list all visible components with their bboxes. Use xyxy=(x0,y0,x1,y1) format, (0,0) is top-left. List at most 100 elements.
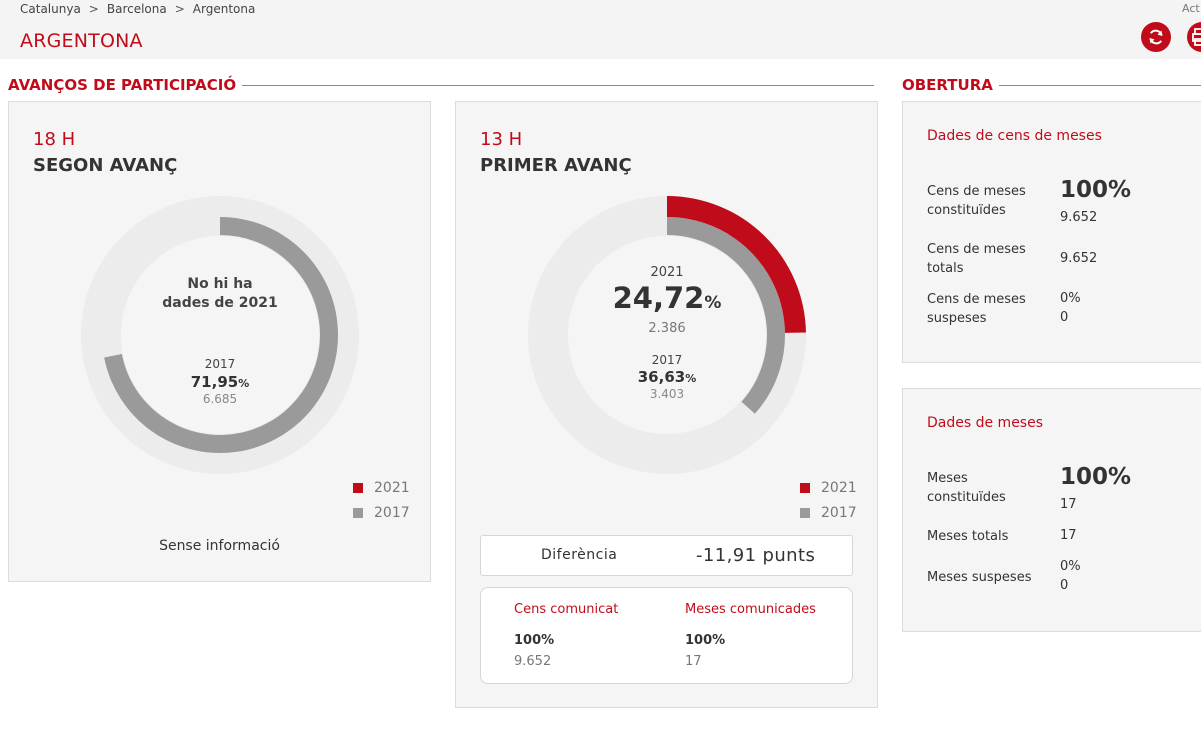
pct-2017-value: 71,95 xyxy=(190,373,239,391)
pct-2021: 24,72% xyxy=(567,280,767,321)
breadcrumb-separator: > xyxy=(88,2,99,16)
print-button[interactable] xyxy=(1187,22,1201,52)
label-line: totals xyxy=(927,261,964,276)
difference-box: Diferència -11,91 punts xyxy=(480,535,853,576)
tables-total-label: Meses totals xyxy=(927,529,1009,544)
year-2021-label: 2021 xyxy=(650,265,684,280)
tables-communicated-pct: 100% xyxy=(685,633,726,648)
first-advance-hour: 13 H xyxy=(480,129,523,150)
first-advance-card: 13 H PRIMER AVANÇ 2021 24,72% 2.386 2017… xyxy=(455,101,878,708)
legend-swatch-2017 xyxy=(353,507,363,518)
donut-track xyxy=(81,196,359,474)
print-icon xyxy=(1192,28,1201,46)
donut-arc-2017 xyxy=(667,217,785,414)
page-title: ARGENTONA xyxy=(20,30,143,52)
census-total-value: 9.652 xyxy=(1060,251,1098,266)
legend-swatch-2021 xyxy=(353,482,363,493)
section-divider xyxy=(242,84,874,86)
census-card-title: Dades de cens de meses xyxy=(927,128,1102,144)
label-line: constituïdes xyxy=(927,203,1006,218)
tables-constituted-pct: 100% xyxy=(1060,464,1132,490)
breadcrumb-item-argentona: Argentona xyxy=(192,2,256,16)
advances-section-title: AVANÇOS DE PARTICIPACIÓ xyxy=(8,76,874,94)
year-2017-label: 2017 xyxy=(651,353,683,367)
legend-item-2021: 2021 xyxy=(800,475,857,500)
tables-suspended-label: Meses suspeses xyxy=(927,570,1032,585)
breadcrumb: Catalunya > Barcelona > Argentona xyxy=(20,2,255,16)
census-constituted-pct: 100% xyxy=(1060,177,1132,203)
opening-section-title: OBERTURA xyxy=(902,76,1201,94)
label-line: Cens de meses xyxy=(927,242,1026,257)
first-advance-donut-chart xyxy=(528,196,806,474)
tables-suspended-value: 0 xyxy=(1060,578,1069,593)
census-suspended-pct: 0% xyxy=(1060,291,1081,306)
no-data-line-1: No hi ha xyxy=(187,276,253,292)
label-line: Meses xyxy=(927,471,968,486)
difference-label: Diferència xyxy=(541,547,618,563)
census-constituted-label: Cens de meses constituïdes xyxy=(927,182,1026,220)
pct-symbol: % xyxy=(685,372,697,385)
pct-symbol: % xyxy=(704,293,722,313)
year-2017-label: 2017 xyxy=(204,357,236,371)
label-line: constituïdes xyxy=(927,490,1006,505)
first-advance-title: PRIMER AVANÇ xyxy=(480,155,632,176)
legend-item-2021: 2021 xyxy=(353,475,410,500)
census-suspended-label: Cens de meses suspeses xyxy=(927,290,1026,328)
no-data-message: No hi ha dades de 2021 xyxy=(120,275,320,313)
refresh-icon xyxy=(1149,29,1163,45)
second-advance-legend: 2021 2017 xyxy=(353,475,410,525)
votes-2017: 3.403 xyxy=(649,387,685,401)
tables-constituted-value: 17 xyxy=(1060,497,1077,512)
census-communicated-label: Cens comunicat xyxy=(514,602,619,617)
census-total-label: Cens de meses totals xyxy=(927,240,1026,278)
pct-2017-value: 36,63 xyxy=(637,368,686,386)
legend-label: 2021 xyxy=(821,479,857,496)
votes-2021: 2.386 xyxy=(648,321,686,336)
legend-swatch-2021 xyxy=(800,482,810,493)
second-2017-stats: 2017 71,95% 6.685 xyxy=(120,357,320,406)
header-bar: Catalunya > Barcelona > Argentona Act AR… xyxy=(0,0,1201,59)
donut-arc-2021 xyxy=(667,196,806,333)
legend-item-2017: 2017 xyxy=(353,500,410,525)
legend-label: 2021 xyxy=(374,479,410,496)
second-advance-donut-chart xyxy=(81,196,359,474)
update-label: Act xyxy=(1182,2,1200,15)
label-line: Cens de meses xyxy=(927,292,1026,307)
census-communicated-pct: 100% xyxy=(514,633,555,648)
first-advance-legend: 2021 2017 xyxy=(800,475,857,525)
tables-card-title: Dades de meses xyxy=(927,415,1044,431)
difference-value: -11,91 punts xyxy=(696,545,816,566)
no-data-line-2: dades de 2021 xyxy=(162,295,278,311)
census-tables-card: Dades de cens de meses Cens de meses con… xyxy=(902,101,1201,363)
advances-title-text: AVANÇOS DE PARTICIPACIÓ xyxy=(8,76,237,94)
pct-2017: 71,95% xyxy=(120,373,320,391)
no-info-footer: Sense informació xyxy=(159,538,280,554)
refresh-button[interactable] xyxy=(1141,22,1171,52)
breadcrumb-item-catalunya[interactable]: Catalunya xyxy=(20,2,81,16)
legend-swatch-2017 xyxy=(800,507,810,518)
tables-card: Dades de meses Meses constituïdes 100% 1… xyxy=(902,388,1201,632)
legend-label: 2017 xyxy=(821,504,857,521)
label-line: Cens de meses xyxy=(927,184,1026,199)
census-suspended-value: 0 xyxy=(1060,310,1069,325)
breadcrumb-item-barcelona[interactable]: Barcelona xyxy=(106,2,167,16)
second-advance-card: 18 H SEGON AVANÇ No hi ha dades de 2021 … xyxy=(8,101,431,582)
tables-communicated-value: 17 xyxy=(685,654,702,669)
tables-suspended-pct: 0% xyxy=(1060,559,1081,574)
census-constituted-value: 9.652 xyxy=(1060,210,1098,225)
legend-label: 2017 xyxy=(374,504,410,521)
tables-constituted-label: Meses constituïdes xyxy=(927,469,1006,507)
pct-2017: 36,63% xyxy=(567,368,767,386)
tables-total-value: 17 xyxy=(1060,528,1077,543)
legend-item-2017: 2017 xyxy=(800,500,857,525)
breadcrumb-separator: > xyxy=(174,2,185,16)
communicated-box: Cens comunicat 100% 9.652 Meses comunica… xyxy=(480,587,853,684)
census-communicated-value: 9.652 xyxy=(514,654,552,669)
second-advance-hour: 18 H xyxy=(33,129,76,150)
pct-symbol: % xyxy=(238,377,250,390)
first-2017-stats: 2017 36,63% 3.403 xyxy=(567,353,767,401)
second-advance-title: SEGON AVANÇ xyxy=(33,155,178,176)
opening-title-text: OBERTURA xyxy=(902,76,993,94)
votes-2017: 6.685 xyxy=(202,392,238,406)
first-2021-stats: 2021 24,72% 2.386 xyxy=(567,265,767,336)
